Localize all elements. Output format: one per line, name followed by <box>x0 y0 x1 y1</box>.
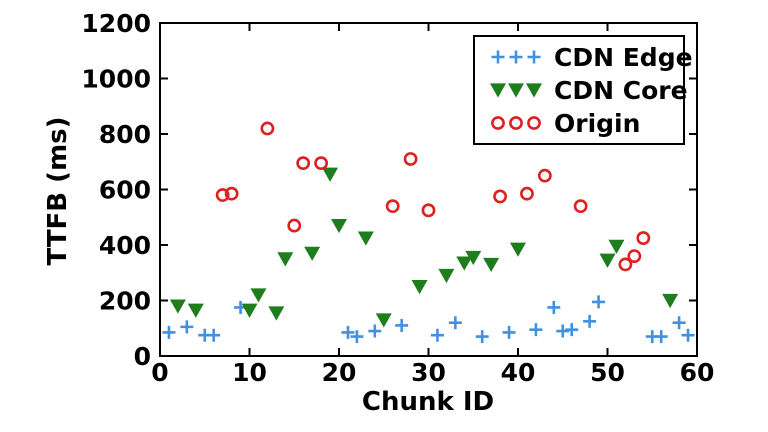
axis-ticks <box>159 22 698 357</box>
origin-point <box>421 203 436 218</box>
cdn-edge-point <box>395 318 409 332</box>
cdn-core-point <box>608 239 625 254</box>
origin-series <box>215 121 651 272</box>
cdn-edge-point <box>654 330 668 344</box>
origin-point <box>520 186 534 201</box>
triangle-down-marker-icon <box>490 83 542 98</box>
cdn-edge-point <box>592 295 606 309</box>
cdn-edge-point <box>529 323 543 337</box>
origin-point <box>385 199 400 214</box>
legend-item-origin: Origin <box>487 107 683 140</box>
origin-point <box>537 168 552 183</box>
cdn-edge-point <box>583 314 597 328</box>
cdn-core-point <box>465 250 482 266</box>
x-tick-label: 10 <box>232 358 267 387</box>
origin-point <box>573 199 588 214</box>
cdn-core-point <box>322 167 339 182</box>
cdn-edge-point <box>162 325 176 339</box>
cdn-core-point <box>510 242 526 257</box>
cdn-edge-point <box>475 330 489 344</box>
legend-label: Origin <box>554 108 641 138</box>
x-tick-label: 40 <box>501 358 536 387</box>
legend: CDN Edge CDN Core Origin <box>473 35 693 145</box>
cdn-core-point <box>277 252 294 267</box>
y-tick-label: 400 <box>99 231 151 260</box>
cdn-core-point <box>250 288 267 303</box>
legend-label: CDN Core <box>554 75 688 105</box>
cdn-edge-point <box>430 328 444 342</box>
y-tick-label: 0 <box>134 342 151 371</box>
cdn-edge-point <box>556 324 570 338</box>
cdn-core-point <box>438 268 455 284</box>
cdn-core-point <box>357 231 374 246</box>
cdn-core-point <box>268 306 285 321</box>
y-tick-label: 600 <box>99 176 151 205</box>
cdn-edge-point <box>341 325 355 339</box>
origin-point <box>403 152 418 166</box>
cdn-edge-point <box>368 324 382 338</box>
origin-point <box>224 186 239 201</box>
cdn-edge-point <box>565 323 579 337</box>
origin-point <box>314 156 328 171</box>
cdn-core-point <box>662 293 679 309</box>
cdn-core-point <box>304 246 321 261</box>
cdn-edge-series <box>162 295 695 344</box>
origin-point <box>493 189 507 204</box>
origin-point <box>627 249 642 263</box>
cdn-edge-point <box>502 325 516 339</box>
legend-item-cdn-edge: CDN Edge <box>487 41 693 74</box>
cdn-core-point <box>241 303 258 318</box>
cdn-edge-point <box>681 328 695 342</box>
cdn-core-point <box>331 218 347 234</box>
x-tick-label: 50 <box>590 358 625 387</box>
origin-point <box>618 257 633 272</box>
cdn-edge-point <box>207 328 221 342</box>
x-tick-label: 30 <box>411 358 446 387</box>
x-tick-label: 20 <box>322 358 357 387</box>
origin-point <box>260 121 275 136</box>
origin-point <box>296 156 311 171</box>
y-axis-label: TTFB (ms) <box>43 116 73 266</box>
cdn-core-point <box>169 299 186 314</box>
origin-point <box>215 188 230 202</box>
cdn-core-point <box>411 280 428 295</box>
legend-label: CDN Edge <box>554 42 693 72</box>
cdn-core-point <box>187 303 204 318</box>
cdn-core-point <box>483 257 500 273</box>
cdn-edge-point <box>672 316 686 330</box>
cdn-core-series <box>169 167 679 328</box>
cdn-edge-point <box>448 316 462 330</box>
cdn-core-point <box>456 256 473 271</box>
circle-marker-icon <box>491 116 541 130</box>
origin-point <box>287 218 302 233</box>
y-tick-label: 800 <box>99 120 151 149</box>
x-tick-label: 60 <box>680 358 715 387</box>
y-tick-label: 1000 <box>81 65 151 94</box>
cdn-core-point <box>375 313 392 328</box>
y-tick-label: 1200 <box>81 9 151 38</box>
cdn-edge-point <box>350 330 364 344</box>
cdn-edge-point <box>180 320 194 334</box>
origin-point <box>636 231 651 245</box>
cdn-edge-point <box>547 300 561 314</box>
cdn-core-point <box>599 253 616 268</box>
x-tick-label: 0 <box>151 358 168 387</box>
y-tick-label: 200 <box>99 287 151 316</box>
plus-marker-icon <box>491 50 541 64</box>
x-axis-label: Chunk ID <box>361 387 495 417</box>
legend-item-cdn-core: CDN Core <box>487 74 688 107</box>
